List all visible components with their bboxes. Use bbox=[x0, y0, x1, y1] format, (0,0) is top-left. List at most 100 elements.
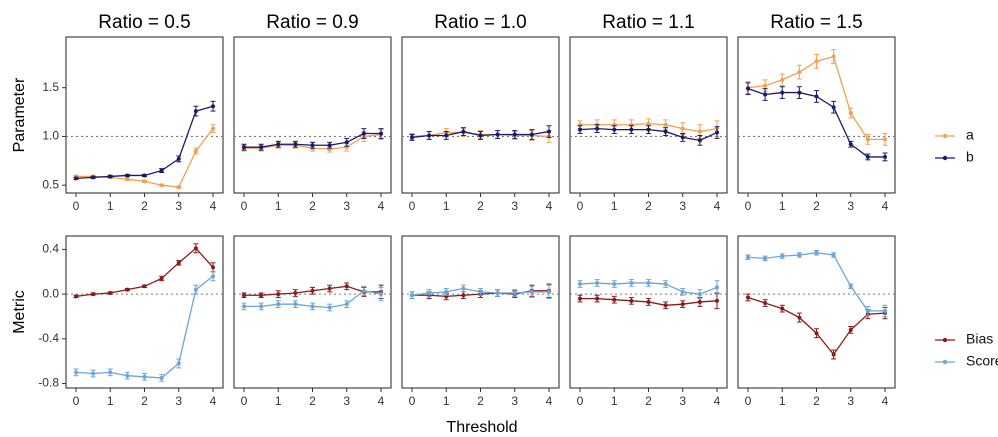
data-point-b bbox=[142, 173, 147, 178]
data-point-b bbox=[763, 92, 768, 97]
data-point-Score bbox=[746, 255, 750, 260]
data-point-Score bbox=[512, 291, 517, 295]
data-point-b bbox=[427, 133, 432, 138]
data-point-Bias bbox=[746, 295, 750, 300]
data-point-b bbox=[242, 145, 246, 150]
x-tick-label: 4 bbox=[210, 394, 217, 408]
y-tick-label: 0.5 bbox=[42, 177, 59, 191]
data-point-Bias bbox=[91, 292, 96, 297]
data-point-Bias bbox=[159, 276, 164, 281]
x-tick-label: 1 bbox=[779, 199, 786, 213]
x-tick-label: 3 bbox=[511, 394, 518, 408]
panel-title-3: Ratio = 1.1 bbox=[602, 12, 694, 33]
data-point-Bias bbox=[797, 315, 802, 320]
data-point-b bbox=[379, 131, 383, 136]
data-point-Score bbox=[478, 289, 483, 294]
x-tick-label: 4 bbox=[882, 199, 889, 213]
data-point-b bbox=[461, 129, 466, 134]
x-tick-label: 4 bbox=[378, 199, 385, 213]
x-tick-label: 4 bbox=[210, 199, 217, 213]
data-point-Score bbox=[344, 302, 349, 307]
panel-frame bbox=[233, 235, 392, 389]
data-point-Score bbox=[680, 289, 685, 294]
data-point-Score bbox=[259, 304, 264, 309]
data-point-Score bbox=[293, 302, 298, 307]
data-point-Bias bbox=[259, 293, 264, 298]
data-point-Bias bbox=[242, 293, 246, 298]
data-point-Score bbox=[780, 254, 785, 259]
x-tick-label: 4 bbox=[882, 394, 889, 408]
x-tick-label: 4 bbox=[378, 394, 385, 408]
legend-key-point bbox=[942, 359, 948, 365]
legend-label-Score: Score bbox=[966, 353, 998, 369]
data-point-b bbox=[797, 90, 802, 95]
data-point-b bbox=[276, 142, 281, 147]
data-point-a bbox=[646, 121, 651, 126]
data-point-Bias bbox=[310, 288, 315, 293]
data-point-Score bbox=[595, 280, 600, 285]
data-point-b bbox=[193, 109, 198, 114]
x-tick-label: 3 bbox=[343, 199, 350, 213]
data-point-Bias bbox=[344, 284, 349, 289]
y-axis-title-1: Metric bbox=[11, 290, 28, 334]
x-tick-label: 3 bbox=[511, 199, 518, 213]
data-point-a bbox=[680, 126, 685, 131]
panel-title-4: Ratio = 1.5 bbox=[770, 12, 862, 33]
data-point-b bbox=[211, 104, 215, 109]
data-point-a bbox=[176, 185, 181, 190]
x-tick-label: 0 bbox=[241, 199, 248, 213]
data-point-Score bbox=[663, 282, 668, 287]
data-point-a bbox=[814, 59, 819, 64]
x-tick-label: 0 bbox=[409, 199, 416, 213]
panel-frame bbox=[569, 36, 728, 194]
data-point-b bbox=[663, 129, 668, 134]
data-point-b bbox=[746, 86, 750, 91]
data-point-Score bbox=[612, 282, 617, 287]
data-point-b bbox=[108, 174, 113, 179]
data-point-Bias bbox=[142, 284, 147, 289]
data-point-a bbox=[763, 83, 768, 88]
data-point-b bbox=[344, 140, 349, 145]
data-point-Bias bbox=[629, 298, 634, 303]
data-point-Score bbox=[327, 305, 332, 310]
data-point-Bias bbox=[327, 286, 332, 291]
data-point-Score bbox=[91, 371, 96, 376]
x-tick-label: 0 bbox=[241, 394, 248, 408]
data-point-b bbox=[410, 135, 414, 140]
panel-title-1: Ratio = 0.9 bbox=[266, 12, 358, 33]
data-point-b bbox=[512, 132, 517, 137]
data-point-b bbox=[883, 154, 887, 159]
data-point-Score bbox=[193, 287, 198, 292]
data-point-Score bbox=[211, 274, 215, 279]
x-tick-label: 4 bbox=[714, 394, 721, 408]
data-point-Bias bbox=[814, 331, 819, 336]
data-point-Bias bbox=[780, 306, 785, 311]
x-tick-label: 4 bbox=[714, 199, 721, 213]
data-point-Bias bbox=[193, 246, 198, 251]
data-point-Score bbox=[427, 291, 432, 295]
x-tick-label: 1 bbox=[107, 394, 114, 408]
x-tick-label: 1 bbox=[443, 394, 450, 408]
x-tick-label: 0 bbox=[577, 394, 584, 408]
data-point-Score bbox=[865, 308, 870, 313]
legend-key-point bbox=[942, 155, 948, 161]
x-tick-label: 2 bbox=[645, 394, 652, 408]
data-point-Bias bbox=[646, 299, 651, 304]
legend-label-a: a bbox=[966, 127, 974, 143]
data-point-a bbox=[193, 149, 198, 154]
panel-frame bbox=[401, 235, 560, 389]
data-point-Bias bbox=[74, 294, 78, 299]
data-point-Bias bbox=[176, 260, 181, 265]
data-point-Score bbox=[108, 370, 113, 375]
data-point-Score bbox=[697, 292, 702, 297]
data-point-b bbox=[125, 173, 130, 178]
x-tick-label: 1 bbox=[779, 394, 786, 408]
data-point-Score bbox=[629, 280, 634, 285]
y-tick-label: 1.0 bbox=[42, 129, 59, 143]
x-tick-label: 0 bbox=[745, 394, 752, 408]
x-tick-label: 0 bbox=[577, 199, 584, 213]
data-point-Score bbox=[410, 293, 414, 298]
data-point-b bbox=[697, 138, 702, 143]
data-point-Score bbox=[461, 286, 466, 291]
data-point-Bias bbox=[663, 303, 668, 308]
